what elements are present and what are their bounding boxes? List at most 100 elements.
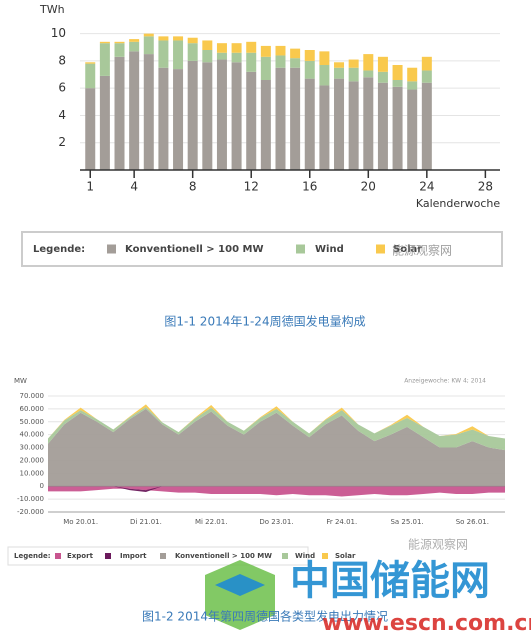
bar-segment	[421, 70, 432, 83]
legend-label: Solar	[393, 244, 422, 255]
legend-box	[21, 231, 503, 267]
bar-segment	[231, 52, 242, 63]
bar-segment	[363, 77, 374, 170]
y-axis-label: TWh	[39, 3, 65, 16]
bar-segment	[202, 62, 213, 170]
bar-segment	[334, 78, 345, 170]
area	[48, 486, 505, 497]
bar-segment	[260, 56, 271, 80]
y-tick-label: 8	[58, 53, 66, 67]
bar-segment	[99, 41, 110, 44]
bar-segment	[173, 69, 184, 170]
bar-segment	[143, 33, 154, 37]
bar-segment	[407, 89, 418, 170]
bar-segment	[290, 58, 301, 68]
bar-segment	[187, 60, 198, 171]
legend-swatch	[376, 244, 385, 254]
bar-segment	[260, 80, 271, 170]
legend-swatch	[322, 553, 328, 559]
bar-segment	[85, 88, 96, 170]
watermark: 能源观察网	[408, 538, 468, 552]
x-tick-label: 8	[189, 180, 197, 194]
bar-segment	[173, 36, 184, 41]
bar-segment	[363, 70, 374, 78]
x-tick-label: Mi 22.01.	[195, 518, 227, 526]
area	[48, 408, 505, 487]
bar-segment	[407, 67, 418, 82]
y-tick-label: 20.000	[20, 456, 45, 464]
bar-segment	[319, 85, 330, 170]
bar-segment	[260, 45, 271, 57]
bar-segment	[392, 65, 403, 80]
bar-segment	[114, 56, 125, 171]
bar-segment	[187, 43, 198, 61]
legend-label: Export	[67, 552, 94, 560]
bar-segment	[363, 54, 374, 71]
bar-segment	[334, 67, 345, 79]
x-tick-label: 12	[244, 180, 259, 194]
x-tick-label: 20	[361, 180, 376, 194]
legend-swatch	[55, 553, 61, 559]
legend-label: Wind	[315, 244, 344, 255]
x-tick-label: Mo 20.01.	[63, 518, 98, 526]
bar-segment	[377, 71, 388, 83]
bar-segment	[304, 60, 315, 79]
y-tick-label: 10	[51, 26, 66, 40]
y-tick-label: -10.000	[17, 495, 44, 503]
bar-segment	[129, 51, 140, 171]
bar-segment	[348, 81, 359, 170]
bar-segment	[421, 56, 432, 71]
x-tick-label: 24	[419, 180, 434, 194]
bar-segment	[304, 78, 315, 170]
bar-segment	[114, 41, 125, 44]
bar-segment	[407, 81, 418, 90]
legend-label: Konventionell > 100 MW	[175, 552, 272, 560]
bar-segment	[334, 62, 345, 68]
x-tick-label: Fr 24.01.	[326, 518, 357, 526]
bar-segment	[143, 54, 154, 170]
bar-segment	[348, 67, 359, 82]
bar-segment	[290, 48, 301, 59]
legend-label: Solar	[335, 552, 356, 560]
bar-segment	[231, 43, 242, 53]
bar-segment	[246, 41, 257, 53]
y-tick-label: 6	[58, 81, 66, 95]
y-tick-label: 70.000	[20, 392, 45, 400]
bar-segment	[187, 37, 198, 44]
y-tick-label: 40.000	[20, 431, 45, 439]
bar-segment	[290, 67, 301, 170]
bar-segment	[129, 41, 140, 52]
bar-segment	[319, 51, 330, 65]
bar-segment	[348, 59, 359, 68]
y-tick-label: 30.000	[20, 444, 45, 452]
bar-segment	[173, 40, 184, 70]
bar-segment	[275, 55, 286, 68]
legend-label: Import	[120, 552, 147, 560]
bar-segment	[202, 40, 213, 50]
bar-segment	[246, 71, 257, 170]
bar-segment	[304, 50, 315, 61]
x-tick-label: Sa 25.01.	[390, 518, 423, 526]
bar-segment	[216, 52, 227, 60]
bar-segment	[143, 36, 154, 55]
bar-segment	[158, 67, 169, 170]
caption: 图1-1 2014年1-24周德国发电量构成	[164, 314, 365, 329]
watermark: 中国储能网	[290, 558, 490, 604]
area	[48, 406, 505, 451]
bar-segment	[114, 43, 125, 57]
bar-segment	[392, 86, 403, 170]
bar-segment	[246, 52, 257, 72]
legend-box	[7, 546, 309, 566]
bar-segment	[216, 43, 227, 53]
bar-segment	[377, 56, 388, 72]
y-tick-label: 10.000	[20, 469, 45, 477]
legend-title: Legende:	[14, 552, 51, 560]
bar-segment	[158, 36, 169, 41]
bar-segment	[421, 82, 432, 170]
bar-segment	[85, 62, 96, 64]
x-tick-label: Do 23.01.	[259, 518, 293, 526]
y-axis-label: MW	[14, 377, 27, 385]
bar-segment	[158, 40, 169, 68]
legend-swatch	[282, 553, 288, 559]
